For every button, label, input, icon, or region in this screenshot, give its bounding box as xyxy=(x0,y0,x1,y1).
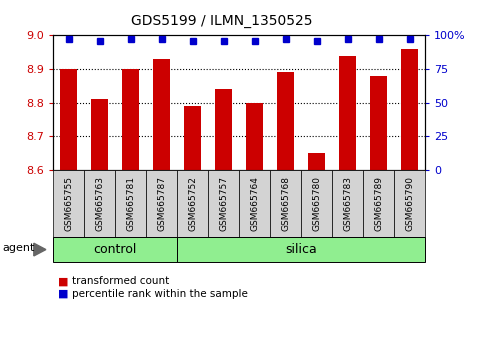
Bar xyxy=(370,76,387,170)
Text: GDS5199 / ILMN_1350525: GDS5199 / ILMN_1350525 xyxy=(131,14,313,28)
Text: silica: silica xyxy=(285,243,317,256)
Bar xyxy=(215,89,232,170)
Text: agent: agent xyxy=(2,243,35,253)
Bar xyxy=(401,49,418,170)
Bar xyxy=(277,72,294,170)
Bar xyxy=(153,59,170,170)
Text: ■: ■ xyxy=(58,276,69,286)
Bar xyxy=(60,69,77,170)
Bar xyxy=(308,153,325,170)
Text: GSM665789: GSM665789 xyxy=(374,176,383,231)
Bar xyxy=(246,103,263,170)
Bar xyxy=(122,69,139,170)
Text: GSM665781: GSM665781 xyxy=(126,176,135,231)
Text: GSM665783: GSM665783 xyxy=(343,176,352,231)
Text: GSM665790: GSM665790 xyxy=(405,176,414,231)
Text: GSM665757: GSM665757 xyxy=(219,176,228,231)
Text: GSM665764: GSM665764 xyxy=(250,176,259,231)
Text: GSM665755: GSM665755 xyxy=(64,176,73,231)
Bar xyxy=(339,56,356,170)
Text: GSM665752: GSM665752 xyxy=(188,176,197,231)
Bar xyxy=(184,106,201,170)
Text: GSM665768: GSM665768 xyxy=(281,176,290,231)
Text: ■: ■ xyxy=(58,289,69,299)
Text: transformed count: transformed count xyxy=(72,276,170,286)
Text: GSM665787: GSM665787 xyxy=(157,176,166,231)
Bar xyxy=(91,99,108,170)
Text: GSM665780: GSM665780 xyxy=(312,176,321,231)
Text: control: control xyxy=(93,243,137,256)
Text: percentile rank within the sample: percentile rank within the sample xyxy=(72,289,248,299)
Text: GSM665763: GSM665763 xyxy=(95,176,104,231)
